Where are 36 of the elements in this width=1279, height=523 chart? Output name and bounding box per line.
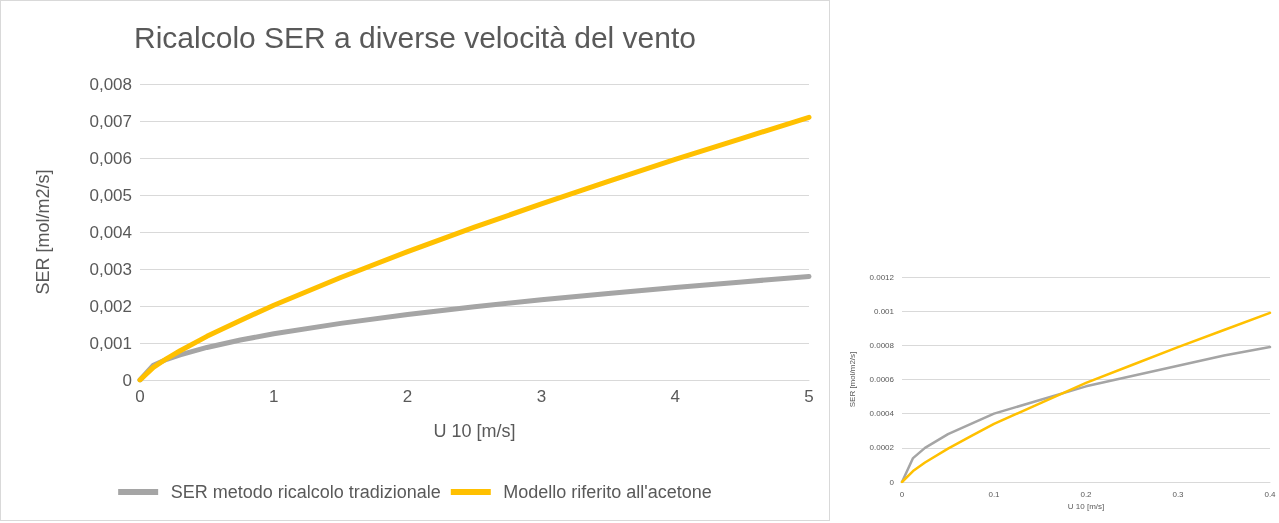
line-series xyxy=(900,345,1272,484)
chart-title: Ricalcolo SER a diverse velocità del vento xyxy=(134,20,696,54)
x-tick-label: 5 xyxy=(804,387,814,406)
legend-label: Modello riferito all'acetone xyxy=(503,482,712,502)
y-tick-label: 0.0006 xyxy=(869,375,895,384)
y-tick-label: 0.0008 xyxy=(869,340,895,350)
y-tick-label: 0,006 xyxy=(89,148,132,168)
y-tick-label: 0,002 xyxy=(89,296,132,316)
line-series xyxy=(900,311,1272,484)
x-tick-label: 3 xyxy=(536,387,547,406)
y-tick-label: 0,008 xyxy=(89,74,132,94)
x-tick-label: 0 xyxy=(135,387,145,406)
x-axis-title: U 10 [m/s] xyxy=(433,421,516,441)
y-axis-title: SER [mol/m2/s] xyxy=(33,169,53,295)
y-tick-label: 0,004 xyxy=(89,222,132,242)
y-tick-label: 0,005 xyxy=(89,185,132,205)
x-tick-label: 1 xyxy=(269,387,279,406)
y-tick-label: 0 xyxy=(122,370,132,390)
y-axis-title: SER [mol/m2/s] xyxy=(847,351,857,408)
y-tick-label: 0,003 xyxy=(89,259,132,279)
x-axis-title: U 10 [m/s] xyxy=(1067,502,1105,512)
y-tick-label: 0,001 xyxy=(89,333,132,353)
x-tick-label: 4 xyxy=(670,387,680,406)
y-tick-label: 0.0002 xyxy=(869,443,895,453)
y-tick-label: 0.0004 xyxy=(869,409,895,419)
x-tick-label: 2 xyxy=(402,387,413,406)
legend-label: SER metodo ricalcolo tradizionale xyxy=(170,482,441,502)
y-tick-label: 0 xyxy=(889,477,895,487)
x-tick-label: 0.2 xyxy=(1080,489,1093,499)
y-tick-label: 0,007 xyxy=(89,111,132,131)
x-tick-label: 0.4 xyxy=(1264,489,1277,499)
y-tick-label: 0.001 xyxy=(873,306,895,316)
x-tick-label: 0.1 xyxy=(988,489,1001,499)
x-tick-label: 0 xyxy=(899,489,905,499)
y-tick-label: 0.0012 xyxy=(869,272,895,282)
x-tick-label: 0.3 xyxy=(1172,489,1185,499)
